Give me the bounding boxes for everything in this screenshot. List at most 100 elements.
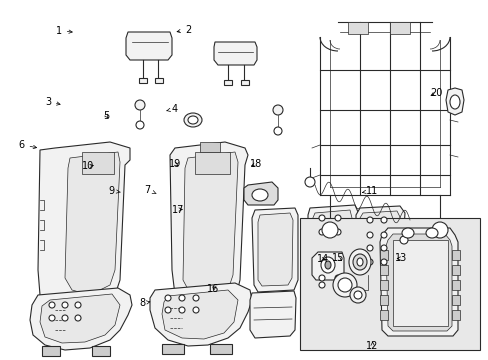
Text: 19: 19 <box>168 159 181 169</box>
Polygon shape <box>258 213 292 286</box>
Bar <box>347 22 367 34</box>
Text: 12: 12 <box>366 341 378 351</box>
Text: 15: 15 <box>331 253 344 264</box>
Bar <box>241 80 248 85</box>
Text: 4: 4 <box>166 104 178 114</box>
Polygon shape <box>244 182 278 205</box>
Text: 1: 1 <box>56 26 72 36</box>
Ellipse shape <box>135 100 145 110</box>
Ellipse shape <box>334 215 340 221</box>
Ellipse shape <box>179 295 184 301</box>
Polygon shape <box>251 208 297 292</box>
Bar <box>392 240 447 326</box>
Bar <box>92 346 110 356</box>
Bar <box>224 80 231 85</box>
Ellipse shape <box>356 258 362 266</box>
Text: 8: 8 <box>140 298 149 308</box>
Ellipse shape <box>49 302 55 308</box>
Polygon shape <box>311 210 351 288</box>
Bar <box>200 142 220 152</box>
Ellipse shape <box>332 273 356 297</box>
Polygon shape <box>359 211 399 267</box>
Ellipse shape <box>272 105 283 115</box>
Bar <box>195 152 229 174</box>
Polygon shape <box>30 288 132 350</box>
Bar <box>389 22 409 34</box>
Polygon shape <box>126 32 172 60</box>
Bar <box>451 310 459 320</box>
Text: 13: 13 <box>394 253 407 264</box>
Bar <box>42 346 60 356</box>
Ellipse shape <box>431 222 447 238</box>
Ellipse shape <box>321 222 337 238</box>
Ellipse shape <box>62 315 68 321</box>
Bar <box>451 295 459 305</box>
Ellipse shape <box>366 217 372 223</box>
Ellipse shape <box>425 228 437 238</box>
Bar <box>155 78 163 83</box>
Text: 16: 16 <box>206 284 219 294</box>
Ellipse shape <box>318 282 325 288</box>
Polygon shape <box>385 234 451 331</box>
Text: 3: 3 <box>45 96 60 107</box>
Ellipse shape <box>49 315 55 321</box>
Ellipse shape <box>349 287 365 303</box>
Ellipse shape <box>164 295 171 301</box>
Ellipse shape <box>164 307 171 313</box>
Bar <box>451 250 459 260</box>
Ellipse shape <box>187 116 198 124</box>
Ellipse shape <box>62 302 68 308</box>
Ellipse shape <box>380 232 386 238</box>
Ellipse shape <box>136 121 143 129</box>
Ellipse shape <box>366 259 372 265</box>
Ellipse shape <box>273 127 282 135</box>
Polygon shape <box>38 142 130 320</box>
Bar <box>379 310 387 320</box>
Text: 20: 20 <box>429 88 442 98</box>
Bar <box>451 265 459 275</box>
Text: 6: 6 <box>19 140 37 150</box>
Polygon shape <box>150 283 251 346</box>
Ellipse shape <box>75 302 81 308</box>
Ellipse shape <box>179 307 184 313</box>
Ellipse shape <box>251 189 267 201</box>
Ellipse shape <box>334 275 340 281</box>
Ellipse shape <box>380 245 386 251</box>
Ellipse shape <box>325 261 330 269</box>
Bar <box>379 280 387 290</box>
Ellipse shape <box>337 278 351 292</box>
Text: 9: 9 <box>108 186 120 196</box>
Polygon shape <box>170 142 247 315</box>
Bar <box>379 250 387 260</box>
Ellipse shape <box>334 282 340 288</box>
Text: 17: 17 <box>171 204 184 215</box>
Ellipse shape <box>305 177 314 187</box>
Ellipse shape <box>380 217 386 223</box>
Bar <box>139 78 147 83</box>
Ellipse shape <box>366 245 372 251</box>
Ellipse shape <box>75 315 81 321</box>
Bar <box>162 344 183 354</box>
Ellipse shape <box>401 228 413 238</box>
Ellipse shape <box>318 229 325 235</box>
Polygon shape <box>214 42 257 65</box>
Polygon shape <box>311 252 343 280</box>
Ellipse shape <box>193 307 199 313</box>
Text: 11: 11 <box>362 186 377 196</box>
Ellipse shape <box>380 259 386 265</box>
Ellipse shape <box>320 257 334 273</box>
Bar <box>299 218 479 350</box>
Polygon shape <box>307 205 357 292</box>
Text: 7: 7 <box>144 185 156 195</box>
Text: 5: 5 <box>103 111 109 121</box>
Polygon shape <box>40 294 120 343</box>
Bar <box>82 152 114 174</box>
Text: 18: 18 <box>249 159 262 169</box>
Ellipse shape <box>193 295 199 301</box>
Polygon shape <box>162 290 238 339</box>
Text: 2: 2 <box>177 24 191 35</box>
Ellipse shape <box>449 95 459 109</box>
Ellipse shape <box>399 236 407 244</box>
Ellipse shape <box>366 232 372 238</box>
Text: 10: 10 <box>81 161 94 171</box>
